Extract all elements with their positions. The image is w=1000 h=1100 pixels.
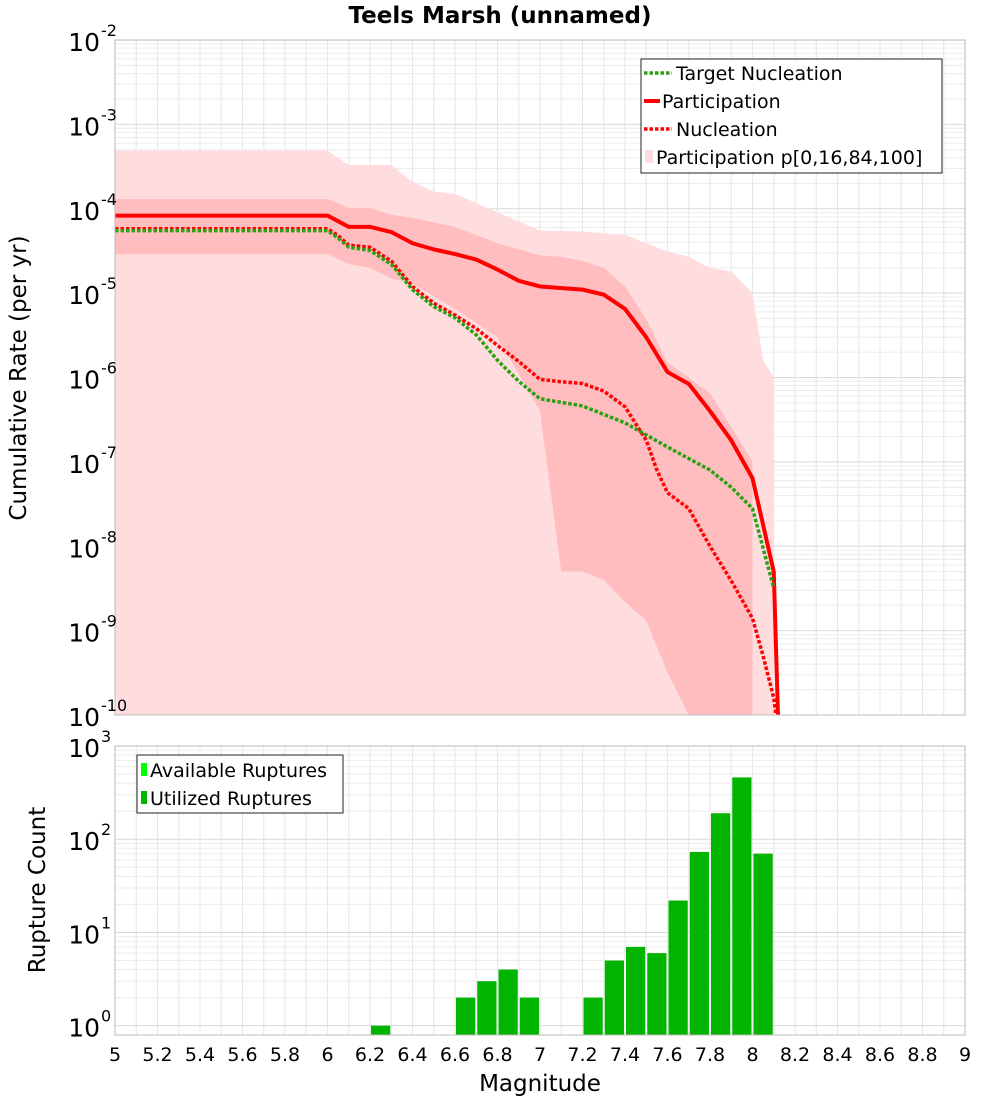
x-tick-label: 8.2 <box>780 1044 810 1066</box>
count-legend: Available Ruptures Utilized Ruptures <box>136 754 344 814</box>
rate-y-tick-label: 10 <box>68 366 100 395</box>
x-tick-label: 7.6 <box>652 1044 682 1066</box>
rate-y-tick-label: 10 <box>68 112 100 141</box>
rate-series <box>115 213 780 716</box>
nucleation-line <box>115 226 778 716</box>
utilized-rupture-bar <box>498 969 518 1035</box>
rate-y-tick-exponent: -8 <box>101 527 117 546</box>
legend-label-participation-band: Participation p[0,16,84,100] <box>656 147 922 169</box>
band-inner-area <box>115 199 753 715</box>
x-tick-label: 5.2 <box>142 1044 172 1066</box>
rate-y-tick-exponent: -6 <box>101 359 117 378</box>
rate-y-tick-exponent: -7 <box>101 443 117 462</box>
rate-y-tick-exponent: -4 <box>101 190 117 209</box>
rate-y-tick-label: 10 <box>68 534 100 563</box>
count-bars <box>371 777 773 1035</box>
chart-title: Teels Marsh (unnamed) <box>349 3 652 29</box>
count-y-tick-exponent: 0 <box>101 1007 111 1026</box>
utilized-rupture-bar <box>689 851 709 1035</box>
utilized-rupture-bar <box>711 813 731 1035</box>
x-tick-label: 6.6 <box>440 1044 470 1066</box>
utilized-rupture-bar <box>456 997 476 1035</box>
x-tick-label: 8.6 <box>865 1044 895 1066</box>
rate-y-tick-label: 10 <box>68 281 100 310</box>
utilized-rupture-bar <box>732 777 752 1035</box>
count-x-ticks: 5 5.2 5.4 5.6 5.8 6 6.2 6.4 6.6 6.8 7 7.2 7.4 7.6 7.8 8… <box>109 1044 971 1066</box>
x-axis-label: Magnitude <box>479 1071 601 1097</box>
rate-y-axis-label: Cumulative Rate (per yr) <box>6 235 32 520</box>
participation-line <box>115 213 780 716</box>
count-y-axis-label: Rupture Count <box>25 807 51 973</box>
count-y-tick-label: 10 <box>68 734 100 763</box>
x-tick-label: 5 <box>109 1044 121 1066</box>
count-legend-box <box>136 754 344 814</box>
rate-plot-frame <box>114 39 966 716</box>
utilized-rupture-bar <box>371 1025 391 1035</box>
rate-legend: Target Nucleation Participation Nucleati… <box>640 58 943 174</box>
participation-band-inner <box>115 199 753 715</box>
x-tick-label: 8.4 <box>822 1044 852 1066</box>
target-nucleation-line <box>115 228 776 589</box>
legend-label-utilized: Utilized Ruptures <box>150 788 312 810</box>
utilized-rupture-bar <box>477 981 497 1035</box>
legend-label-target-nucleation: Target Nucleation <box>675 63 843 85</box>
x-tick-label: 7.2 <box>567 1044 597 1066</box>
rate-y-tick-exponent: -3 <box>101 105 117 124</box>
rate-y-tick-label: 10 <box>68 619 100 648</box>
rate-y-tick-label: 10 <box>68 28 100 57</box>
x-tick-label: 5.6 <box>227 1044 257 1066</box>
rate-y-tick-exponent: -5 <box>101 274 117 293</box>
x-tick-label: 5.4 <box>185 1044 215 1066</box>
legend-label-participation: Participation <box>662 91 781 113</box>
rate-y-tick-label: 10 <box>68 703 100 732</box>
count-y-tick-label: 10 <box>68 1014 100 1043</box>
x-tick-label: 6.8 <box>482 1044 512 1066</box>
x-tick-label: 5.8 <box>270 1044 300 1066</box>
x-tick-label: 6.4 <box>397 1044 427 1066</box>
utilized-rupture-bar <box>647 953 667 1035</box>
x-tick-label: 7.4 <box>610 1044 640 1066</box>
count-y-tick-exponent: 2 <box>101 820 111 839</box>
x-tick-label: 7.8 <box>695 1044 725 1066</box>
utilized-rupture-bar <box>668 900 688 1035</box>
legend-label-nucleation: Nucleation <box>676 119 778 141</box>
x-tick-label: 8 <box>746 1044 758 1066</box>
utilized-rupture-bar <box>519 997 539 1035</box>
rate-y-tick-exponent: -2 <box>101 21 117 40</box>
legend-swatch-utilized <box>141 791 147 804</box>
x-tick-label: 6.2 <box>355 1044 385 1066</box>
utilized-rupture-bar <box>626 946 646 1035</box>
count-y-tick-label: 10 <box>68 920 100 949</box>
legend-swatch-participation-band <box>645 150 653 163</box>
utilized-rupture-bar <box>753 853 773 1035</box>
rate-y-tick-label: 10 <box>68 197 100 226</box>
rate-y-tick-exponent: -10 <box>101 696 127 715</box>
x-tick-label: 6 <box>321 1044 333 1066</box>
rate-y-tick-exponent: -9 <box>101 612 117 631</box>
x-tick-label: 7 <box>534 1044 546 1066</box>
count-y-tick-label: 10 <box>68 827 100 856</box>
count-y-tick-exponent: 1 <box>101 913 111 932</box>
utilized-rupture-bar <box>583 997 603 1035</box>
legend-label-available: Available Ruptures <box>150 760 327 782</box>
count-y-tick-exponent: 3 <box>101 727 111 746</box>
rate-y-tick-label: 10 <box>68 450 100 479</box>
x-tick-label: 9 <box>959 1044 971 1066</box>
count-plot-frame <box>114 745 966 1036</box>
x-tick-label: 8.8 <box>907 1044 937 1066</box>
utilized-rupture-bar <box>604 960 624 1035</box>
legend-swatch-available <box>141 763 147 776</box>
rate-legend-box <box>640 58 943 174</box>
